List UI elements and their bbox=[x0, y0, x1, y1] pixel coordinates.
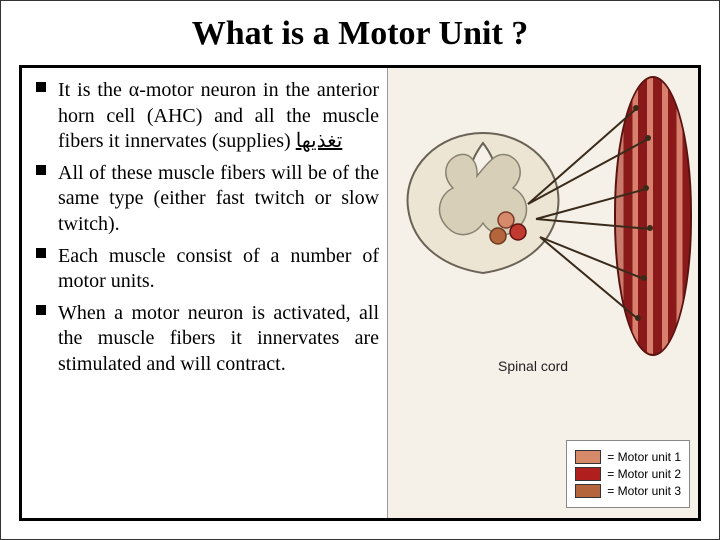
spinal-cord-illustration bbox=[398, 128, 568, 278]
diagram-column: Spinal cord = Motor unit 1 = Motor unit 2… bbox=[387, 68, 698, 518]
slide-title: What is a Motor Unit ? bbox=[1, 1, 719, 63]
legend-swatch-icon bbox=[575, 467, 601, 481]
axon-terminal-icon bbox=[647, 225, 653, 231]
content-frame: It is the α-motor neuron in the anterior… bbox=[19, 65, 701, 521]
legend-label: = Motor unit 1 bbox=[607, 450, 681, 464]
slide: What is a Motor Unit ? It is the α-motor… bbox=[0, 0, 720, 540]
bullet-text: Each muscle consist of a number of motor… bbox=[58, 245, 379, 293]
legend-label: = Motor unit 3 bbox=[607, 484, 681, 498]
bullet-item: It is the α-motor neuron in the anterior… bbox=[36, 78, 379, 155]
axon-terminal-icon bbox=[641, 275, 647, 281]
legend-label: = Motor unit 2 bbox=[607, 467, 681, 481]
bullet-text: All of these muscle fibers will be of th… bbox=[58, 162, 379, 235]
axon-terminal-icon bbox=[643, 185, 649, 191]
bullet-list: It is the α-motor neuron in the anterior… bbox=[36, 78, 379, 378]
axon-terminal-icon bbox=[645, 135, 651, 141]
motor-unit-diagram: Spinal cord = Motor unit 1 = Motor unit 2… bbox=[388, 68, 698, 518]
bullet-marker-icon bbox=[36, 305, 46, 315]
spinal-cord-label: Spinal cord bbox=[498, 358, 568, 374]
bullet-marker-icon bbox=[36, 165, 46, 175]
bullet-marker-icon bbox=[36, 248, 46, 258]
bullet-marker-icon bbox=[36, 82, 46, 92]
bullet-item: All of these muscle fibers will be of th… bbox=[36, 161, 379, 238]
legend-row: = Motor unit 1 bbox=[575, 450, 681, 464]
legend-row: = Motor unit 2 bbox=[575, 467, 681, 481]
bullet-item: Each muscle consist of a number of motor… bbox=[36, 244, 379, 295]
legend-swatch-icon bbox=[575, 484, 601, 498]
bullet-item: When a motor neuron is activated, all th… bbox=[36, 301, 379, 378]
axon-terminal-icon bbox=[635, 315, 641, 321]
legend-box: = Motor unit 1 = Motor unit 2 = Motor unit… bbox=[566, 440, 690, 508]
axon-terminal-icon bbox=[633, 105, 639, 111]
bullet-arabic: تغذيها bbox=[296, 129, 343, 155]
text-column: It is the α-motor neuron in the anterior… bbox=[22, 68, 387, 518]
bullet-text: When a motor neuron is activated, all th… bbox=[58, 302, 379, 375]
legend-row: = Motor unit 3 bbox=[575, 484, 681, 498]
legend-swatch-icon bbox=[575, 450, 601, 464]
